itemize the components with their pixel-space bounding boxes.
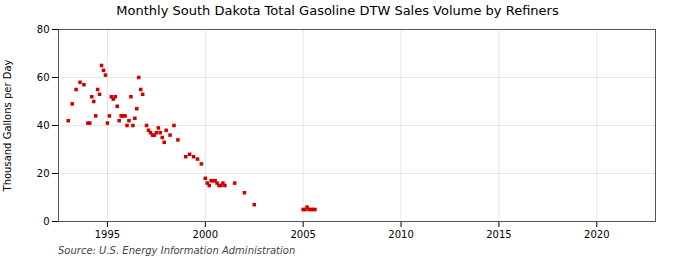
svg-text:2005: 2005	[290, 229, 315, 240]
svg-text:60: 60	[37, 72, 50, 83]
svg-text:2010: 2010	[388, 229, 413, 240]
svg-text:1995: 1995	[95, 229, 120, 240]
svg-text:2015: 2015	[486, 229, 511, 240]
html-text:Source: U.S. Energy Informatio: Source: U.S. Energy Information Administ…	[58, 245, 296, 256]
svg-text:2000: 2000	[193, 229, 218, 240]
svg-text:80: 80	[37, 24, 50, 35]
svg-text:2020: 2020	[584, 229, 609, 240]
svg-text:20: 20	[37, 168, 50, 179]
svg-text:0: 0	[43, 216, 49, 227]
svg-text:Thousand Gallons per Day: Thousand Gallons per Day	[2, 59, 13, 192]
html-text:Monthly South Dakota Total Gas: Monthly South Dakota Total Gasoline DTW …	[116, 3, 559, 18]
svg-text:40: 40	[37, 120, 50, 131]
